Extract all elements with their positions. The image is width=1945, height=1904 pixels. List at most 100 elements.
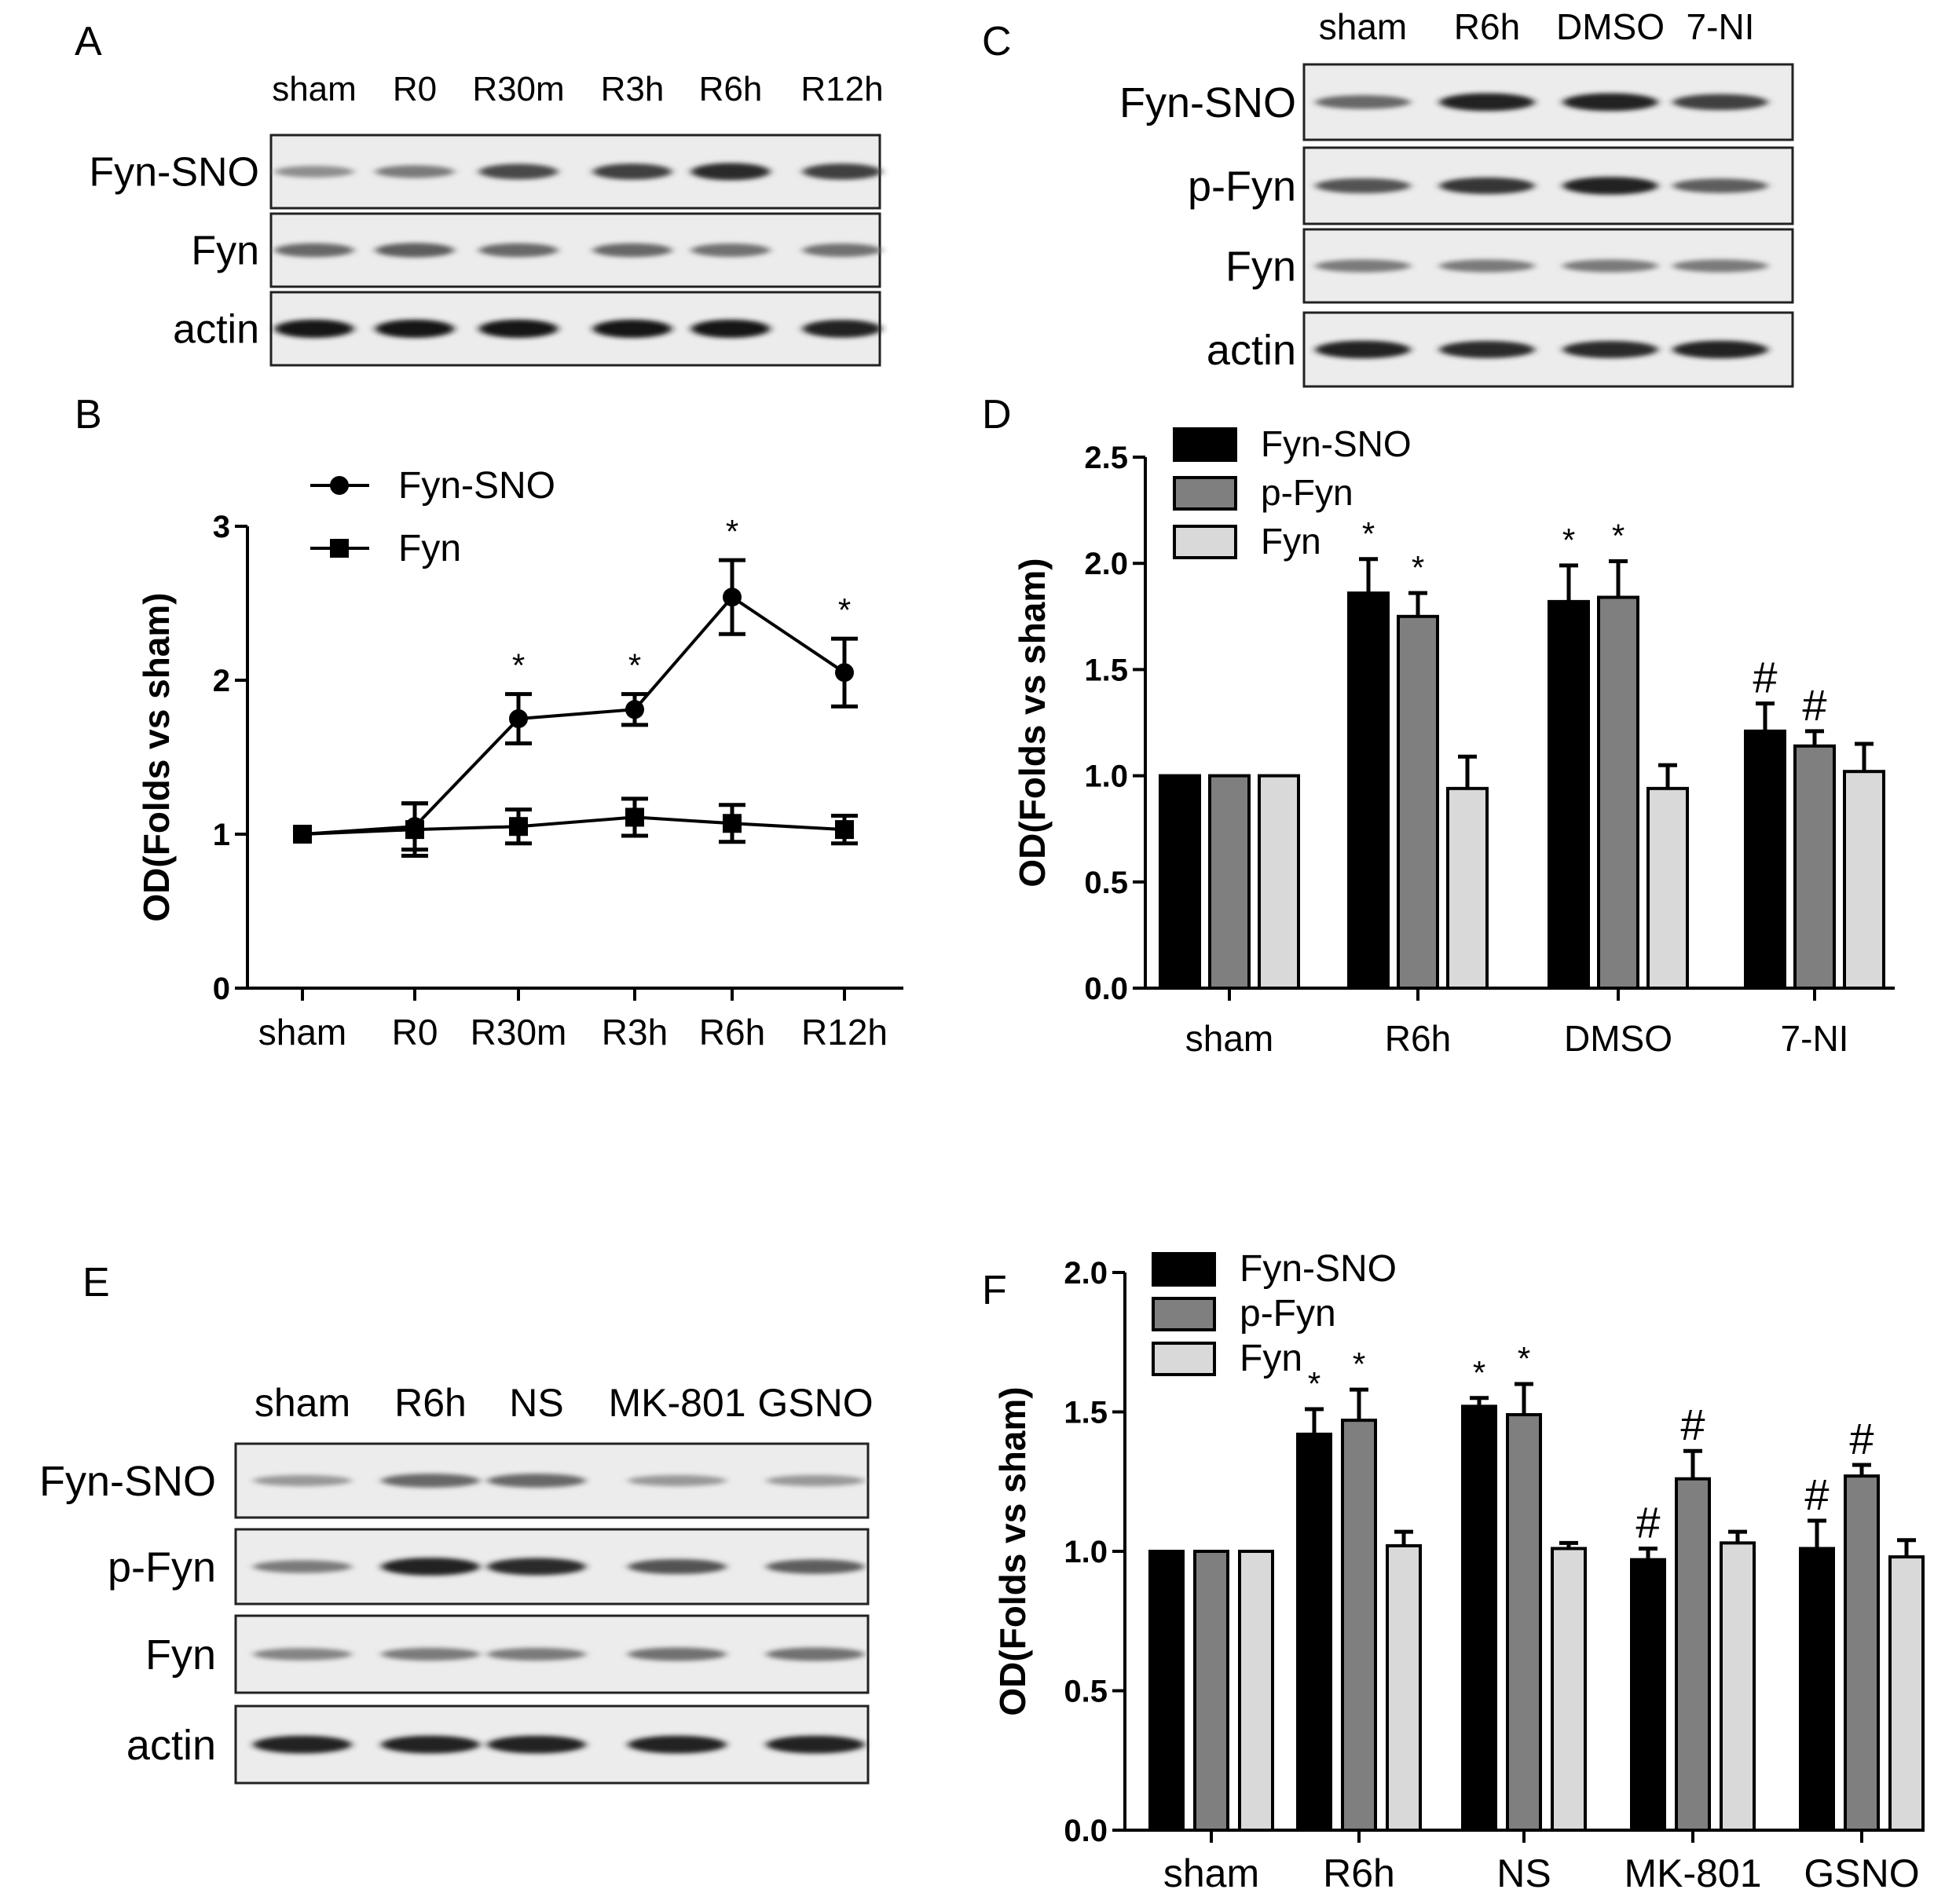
bar bbox=[1843, 770, 1885, 990]
lane-label-r30m: R30m bbox=[472, 70, 564, 108]
lane-label-sham: sham bbox=[1319, 6, 1407, 47]
significance-mark: # bbox=[1802, 680, 1826, 730]
bar bbox=[1446, 786, 1489, 990]
bar bbox=[1844, 1474, 1880, 1833]
band bbox=[1439, 93, 1535, 112]
bar bbox=[1799, 1547, 1835, 1832]
panel-label-f: F bbox=[982, 1268, 1007, 1313]
bar bbox=[1551, 1547, 1587, 1832]
band bbox=[375, 319, 455, 339]
band bbox=[1315, 340, 1411, 359]
band bbox=[375, 243, 455, 258]
data-point bbox=[405, 820, 424, 840]
series-p-fyn: * * # # bbox=[1193, 1340, 1880, 1833]
bar bbox=[1597, 595, 1639, 990]
row-label-p-fyn: p-Fyn bbox=[108, 1543, 216, 1591]
band bbox=[766, 1735, 865, 1754]
series-fyn-sno: * * # bbox=[1159, 515, 1786, 990]
data-point bbox=[625, 807, 644, 827]
panel-label-a: A bbox=[75, 19, 102, 64]
band bbox=[1439, 341, 1535, 358]
series-fyn bbox=[1238, 1529, 1925, 1833]
lane-label-gsno: GSNO bbox=[757, 1381, 873, 1425]
blot-row-fyn bbox=[1302, 228, 1794, 304]
blot-row-p-fyn bbox=[234, 1528, 870, 1606]
blot-row-fyn-sno bbox=[269, 134, 882, 210]
significance-mark: # bbox=[1849, 1414, 1874, 1463]
lane-label-r6h: R6h bbox=[394, 1381, 467, 1425]
legend-label-fyn: Fyn bbox=[1240, 1338, 1302, 1379]
band bbox=[690, 163, 771, 181]
x-tick-label-sham: sham bbox=[1185, 1018, 1273, 1059]
blot-row-actin bbox=[1302, 311, 1794, 388]
x-tick-label-r6h: R6h bbox=[699, 1012, 765, 1053]
significance-mark: * bbox=[1518, 1340, 1530, 1377]
line-chart-b: 0 1 2 3 sham R0 R30m R3h R6h R12h OD(Folds vs sham… bbox=[136, 465, 903, 1053]
band bbox=[487, 1647, 586, 1661]
x-tick-label-r3h: R3h bbox=[602, 1012, 668, 1053]
row-label-fyn: Fyn bbox=[1225, 243, 1296, 290]
legend-label-fyn: Fyn bbox=[398, 528, 461, 569]
lane-label-r3h: R3h bbox=[601, 70, 665, 108]
band bbox=[690, 319, 771, 339]
band bbox=[487, 1735, 586, 1754]
bar bbox=[1630, 1558, 1666, 1833]
significance-mark: * bbox=[1412, 549, 1424, 586]
lane-label-r6h: R6h bbox=[699, 70, 763, 108]
y-tick-label: 1.5 bbox=[1084, 653, 1128, 687]
band bbox=[253, 1648, 352, 1661]
blot-frame bbox=[269, 291, 881, 367]
band bbox=[628, 1474, 727, 1487]
bar bbox=[1461, 1404, 1497, 1832]
x-tick-label-sham: sham bbox=[1163, 1851, 1259, 1895]
x-tick-label-7-ni: 7-NI bbox=[1781, 1018, 1849, 1059]
significance-mark: * bbox=[1353, 1346, 1365, 1382]
western-blot-a: sham R0 R30m R3h R6h R12h Fyn-SNO Fyn actin bbox=[89, 70, 884, 367]
row-label-actin: actin bbox=[1207, 327, 1296, 374]
significance-mark: * bbox=[838, 591, 851, 628]
band bbox=[1672, 340, 1768, 359]
x-tick-label-gsno: GSNO bbox=[1804, 1851, 1919, 1895]
y-axis-label: OD(Folds vs sham) bbox=[992, 1386, 1033, 1715]
lane-label-sham: sham bbox=[255, 1381, 350, 1425]
band bbox=[253, 1735, 352, 1754]
band bbox=[1439, 177, 1535, 195]
significance-mark: * bbox=[726, 513, 738, 550]
panel-label-c: C bbox=[982, 19, 1012, 64]
row-label-actin: actin bbox=[126, 1722, 216, 1769]
row-label-actin: actin bbox=[173, 307, 259, 353]
series-line bbox=[302, 815, 845, 836]
band bbox=[1562, 341, 1658, 358]
x-tick-label-ns: NS bbox=[1496, 1851, 1551, 1895]
series-fyn bbox=[1258, 741, 1885, 990]
band bbox=[628, 1735, 727, 1754]
legend-label-fyn-sno: Fyn-SNO bbox=[398, 465, 555, 507]
band bbox=[628, 1558, 727, 1575]
panel-label-b: B bbox=[75, 392, 102, 438]
blot-frame bbox=[269, 134, 881, 210]
bar-chart-d: 0.0 0.5 1.0 1.5 2.0 2.5 sham R6h DMSO 7-NI OD(Fold… bbox=[1012, 423, 1895, 1059]
lane-label-7-ni: 7-NI bbox=[1687, 6, 1755, 47]
legend-swatch bbox=[1173, 427, 1237, 462]
significance-mark: # bbox=[1680, 1400, 1705, 1449]
significance-mark: # bbox=[1804, 1470, 1829, 1519]
legend-swatch bbox=[1152, 1252, 1216, 1287]
bar bbox=[1296, 1432, 1332, 1833]
band bbox=[1562, 93, 1658, 112]
y-tick-label: 1.5 bbox=[1064, 1396, 1108, 1430]
band bbox=[690, 243, 771, 257]
blot-row-actin bbox=[234, 1704, 870, 1785]
legend-label-fyn-sno: Fyn-SNO bbox=[1261, 423, 1412, 464]
band bbox=[592, 319, 672, 339]
lane-label-mk-801: MK-801 bbox=[608, 1381, 745, 1425]
band bbox=[381, 1474, 480, 1488]
band bbox=[253, 1560, 352, 1573]
legend-swatch bbox=[1152, 1297, 1216, 1331]
band bbox=[628, 1647, 727, 1661]
lane-label-sham: sham bbox=[272, 70, 357, 108]
row-label-fyn-sno: Fyn-SNO bbox=[39, 1458, 216, 1505]
series-line bbox=[302, 595, 846, 836]
y-tick-label: 0.5 bbox=[1064, 1675, 1108, 1709]
